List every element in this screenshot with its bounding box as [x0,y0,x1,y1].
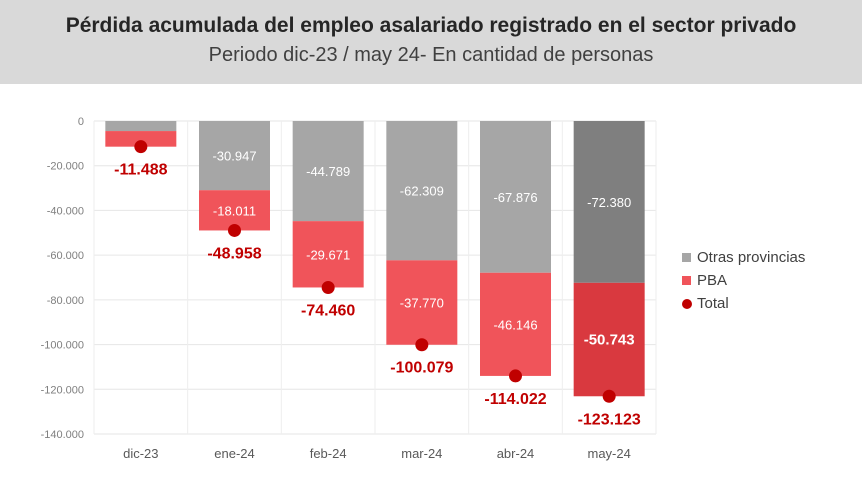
data-label-otras: -67.876 [493,190,537,205]
data-label-otras: -62.309 [400,184,444,199]
data-label-pba: -46.146 [493,317,537,332]
data-label-otras: -30.947 [212,149,256,164]
x-tick-label: feb-24 [310,446,347,461]
data-label-pba: -29.671 [306,247,350,262]
x-tick-label: mar-24 [401,446,442,461]
legend-label-pba: PBA [697,272,728,289]
x-tick-label: dic-23 [123,446,158,461]
total-marker [321,280,335,294]
legend-swatch-pba [682,276,691,285]
y-tick-label: -120.000 [41,384,84,396]
y-tick-label: -40.000 [47,205,84,217]
bar-otras-provincias [386,121,458,261]
legend-item-total: Total [682,292,805,315]
data-label-otras: -44.789 [306,164,350,179]
y-tick-label: -140.000 [41,429,84,441]
data-label-total: -100.079 [390,360,453,377]
legend-item-otras: Otras provincias [682,246,805,269]
chart-title: Pérdida acumulada del empleo asalariado … [65,14,797,37]
bar-pba [573,282,645,397]
legend-item-pba: PBA [682,269,805,292]
total-marker [228,223,241,237]
legend-swatch-otras [682,253,691,262]
data-label-pba: -37.770 [400,296,444,311]
data-label-otras: -72.380 [587,195,631,210]
chart-legend: Otras provincias PBA Total [682,246,805,315]
y-tick-label: -60.000 [47,250,84,262]
y-tick-label: -100.000 [41,340,84,352]
legend-label-total: Total [697,295,729,312]
bar-pba [386,260,458,345]
total-marker [415,338,429,352]
bar-otras-provincias [199,121,270,191]
bar-pba [105,131,177,147]
total-marker [134,140,148,154]
legend-dot-total [682,298,692,309]
total-marker [509,369,522,383]
bar-otras-provincias [292,121,364,222]
bar-otras-provincias [480,121,551,273]
y-tick-label: -20.000 [47,161,84,173]
y-tick-label: 0 [78,116,84,128]
bar-otras-provincias [105,121,177,132]
bar-otras-provincias [573,121,645,283]
x-tick-label: ene-24 [214,446,254,461]
data-label-pba: -18.011 [213,203,256,218]
data-label-total: -11.488 [114,162,167,179]
bar-pba [292,221,364,288]
y-tick-label: -80.000 [47,295,84,307]
bar-pba [480,272,551,376]
data-label-total: -123.123 [578,411,641,428]
x-tick-label: abr-24 [497,446,535,461]
data-label-total: -74.460 [301,302,355,319]
data-label-total: -48.958 [207,245,261,262]
bar-pba [199,190,270,231]
data-label-pba: -50.743 [584,332,635,349]
total-marker [602,389,616,403]
data-label-total: -114.022 [484,391,546,408]
chart-subtitle: Periodo dic-23 / may 24- En cantidad de … [208,44,654,66]
chart-header: Pérdida acumulada del empleo asalariado … [0,0,862,84]
legend-label-otras: Otras provincias [697,249,806,266]
x-tick-label: may-24 [587,446,630,461]
